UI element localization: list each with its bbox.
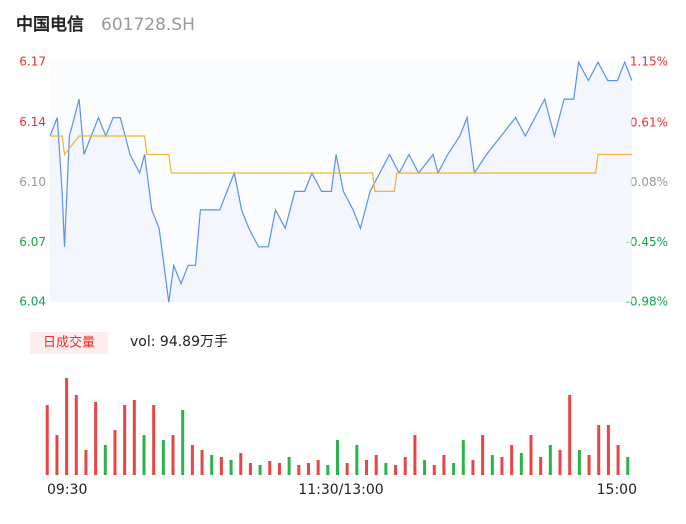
volume-bar — [413, 435, 417, 475]
price-line — [49, 60, 633, 303]
volume-bar — [268, 461, 272, 475]
volume-bar — [132, 400, 136, 475]
volume-bar — [181, 410, 185, 475]
volume-bar — [229, 460, 233, 475]
volume-bar — [606, 425, 610, 475]
volume-bar — [500, 457, 504, 475]
volume-bar — [548, 445, 552, 475]
volume-bar — [336, 440, 339, 475]
y-tick-label: 6.17 — [19, 55, 46, 69]
volume-bar — [45, 405, 49, 475]
volume-bar — [471, 460, 475, 475]
volume-bar — [103, 445, 107, 475]
y-tick-label: 6.07 — [19, 235, 46, 249]
volume-bar — [306, 463, 310, 475]
volume-bar — [287, 457, 291, 475]
volume-bar — [529, 435, 533, 475]
volume-bar — [355, 445, 359, 475]
stock-name: 中国电信 — [16, 14, 84, 35]
y-tick-label: 6.04 — [19, 295, 46, 309]
volume-bar — [365, 460, 369, 475]
y2-tick-label: -0.98% — [626, 295, 668, 309]
volume-bar — [539, 457, 543, 475]
volume-tab: 日成交量 — [43, 335, 95, 351]
y-tick-label: 6.14 — [19, 115, 46, 129]
volume-bar — [519, 453, 523, 475]
volume-bar — [161, 440, 165, 475]
volume-bar — [461, 440, 465, 475]
volume-bar — [142, 435, 146, 475]
volume-bar — [190, 445, 194, 475]
y2-tick-label: 1.15% — [630, 55, 668, 69]
y-tick-label: 6.10 — [19, 175, 46, 189]
volume-bar — [403, 457, 407, 475]
volume-bar — [123, 405, 127, 475]
volume-bar — [200, 450, 204, 475]
volume-bar — [84, 450, 88, 475]
volume-bar — [481, 435, 485, 475]
volume-bar — [345, 463, 349, 475]
x-tick-label: 11:30/13:00 — [298, 482, 383, 498]
volume-bar — [316, 460, 320, 475]
volume-bar — [239, 453, 243, 475]
volume-bar — [558, 450, 562, 475]
volume-bar — [277, 463, 281, 475]
volume-bar — [597, 425, 601, 475]
volume-bar — [577, 450, 581, 475]
volume-bar — [94, 402, 98, 475]
volume-bar — [210, 455, 214, 475]
y2-tick-label: 0.61% — [630, 115, 668, 129]
volume-bar — [326, 465, 330, 475]
volume-bar — [65, 378, 69, 475]
volume-bar — [587, 455, 591, 475]
volume-bar — [297, 465, 301, 475]
volume-bar — [219, 457, 223, 475]
volume-bar — [510, 445, 514, 475]
volume-bar — [55, 435, 59, 475]
x-tick-label: 09:30 — [47, 482, 87, 498]
volume-bar — [248, 463, 252, 475]
volume-bar — [616, 445, 620, 475]
x-tick-label: 15:00 — [597, 482, 637, 498]
volume-bar — [452, 463, 456, 475]
volume-bar — [568, 395, 572, 475]
volume-bar — [113, 430, 117, 475]
y2-tick-label: -0.45% — [626, 235, 668, 249]
volume-bar — [384, 463, 388, 475]
volume-bar — [442, 455, 446, 475]
volume-bar — [626, 457, 630, 475]
volume-bar — [74, 395, 78, 475]
volume-bar — [490, 455, 494, 475]
stock-code: 601728.SH — [101, 15, 195, 35]
volume-bar — [394, 465, 398, 475]
volume-bar — [374, 455, 378, 475]
volume-bar — [258, 465, 262, 475]
volume-bar — [432, 465, 436, 475]
volume-bar — [171, 435, 175, 475]
y2-tick-label: 0.08% — [630, 175, 668, 189]
volume-total: vol: 94.89万手 — [130, 334, 228, 350]
volume-tab-bg — [30, 332, 108, 354]
average-line — [50, 135, 632, 192]
volume-bar — [152, 405, 156, 475]
volume-bar — [423, 460, 427, 475]
